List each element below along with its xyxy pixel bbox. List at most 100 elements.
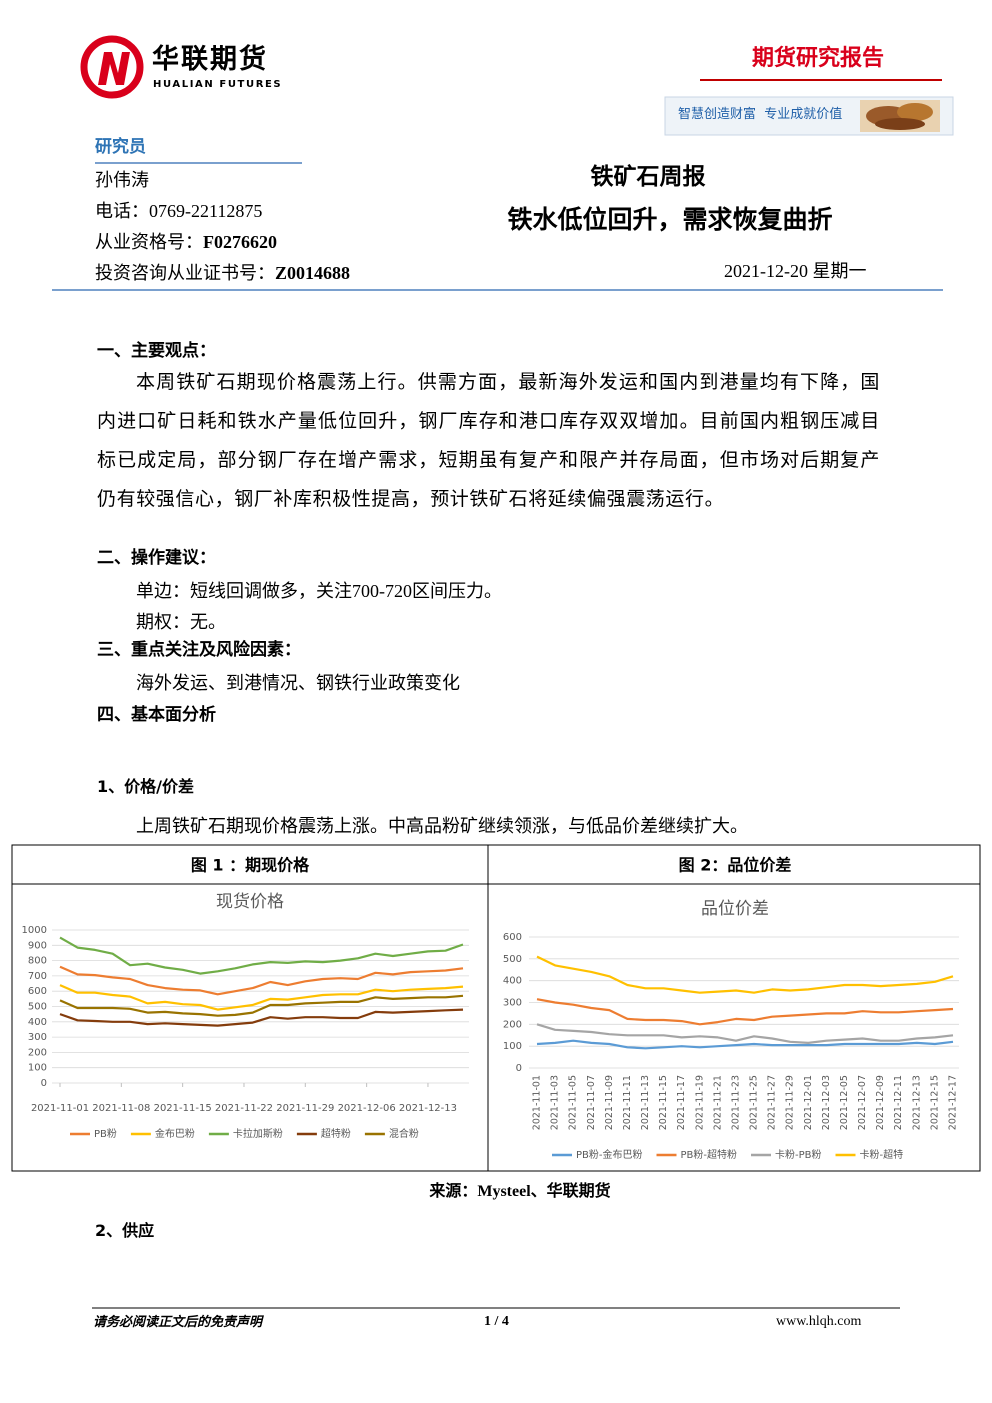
y-tick-label: 800 <box>28 956 47 967</box>
y-tick-label: 600 <box>28 986 47 997</box>
researcher-name: 孙伟涛 <box>95 170 149 190</box>
source: 来源：Mysteel、华联期货 <box>429 1183 611 1200</box>
y-tick-label: 900 <box>28 940 47 951</box>
series-line <box>59 965 464 996</box>
certificate-value: Z0014688 <box>275 263 351 283</box>
section-heading: 三、重点关注及风险因素： <box>97 640 301 660</box>
x-tick-label: 2021-12-13 <box>399 1103 457 1114</box>
y-tick-label: 1000 <box>22 925 47 936</box>
header-graphics <box>52 35 954 291</box>
y-tick-label: 500 <box>503 954 522 965</box>
series-line <box>536 1039 954 1050</box>
paragraph: 期权：无。 <box>136 612 226 632</box>
x-tick-label: 2021-11-22 <box>215 1103 273 1114</box>
x-tick-label: 2021-11-23 <box>730 1075 741 1130</box>
section-heading: 四、基本面分析 <box>97 705 216 725</box>
legend-label: PB粉-金布巴粉 <box>576 1148 643 1161</box>
y-tick-label: 400 <box>28 1017 47 1028</box>
y-tick-label: 0 <box>41 1078 47 1089</box>
series-line <box>59 984 464 1011</box>
y-tick-label: 400 <box>503 976 522 987</box>
y-tick-label: 300 <box>28 1032 47 1043</box>
x-tick-label: 2021-12-03 <box>821 1075 832 1130</box>
qualification-value: F0276620 <box>203 232 277 252</box>
x-tick-label: 2021-11-05 <box>568 1075 579 1130</box>
x-tick-label: 2021-12-06 <box>338 1103 396 1114</box>
website: www.hlqh.com <box>776 1314 862 1329</box>
x-tick-label: 2021-11-08 <box>92 1103 150 1114</box>
legend-label: 卡拉加斯粉 <box>233 1127 283 1140</box>
y-tick-label: 100 <box>503 1041 522 1052</box>
series-line <box>536 955 954 994</box>
x-tick-label: 2021-12-07 <box>857 1075 868 1130</box>
figure-caption: 图 2：品位价差 <box>679 856 792 875</box>
paragraph: 海外发运、到港情况、钢铁行业政策变化 <box>136 673 460 693</box>
x-tick-label: 2021-11-25 <box>749 1075 760 1130</box>
x-tick-label: 2021-11-17 <box>676 1075 687 1130</box>
figure-caption: 图 1 ：期现价格 <box>191 856 310 875</box>
legend-label: 卡粉-超特 <box>860 1148 904 1161</box>
paragraph: 上周铁矿石期现价格震荡上涨。中高品粉矿继续领涨，与低品价差继续扩大。 <box>136 816 748 836</box>
researcher-phone: 电话：0769-22112875 <box>95 201 263 221</box>
legend-label: PB粉 <box>94 1127 117 1140</box>
chart-title: 现货价格 <box>216 892 284 912</box>
series-line <box>536 1023 954 1044</box>
y-tick-label: 0 <box>516 1063 522 1074</box>
series-line <box>536 998 954 1026</box>
x-tick-label: 2021-11-07 <box>586 1075 597 1130</box>
qualification: 从业资格号：F0276620 <box>95 233 277 251</box>
legend-label: PB粉-超特粉 <box>681 1148 738 1161</box>
subsection-heading: 2、供应 <box>95 1221 155 1240</box>
subsection-heading: 1、价格/价差 <box>97 777 194 796</box>
legend-label: 混合粉 <box>389 1127 419 1140</box>
legend-label: 卡粉-PB粉 <box>775 1148 822 1161</box>
y-tick-label: 200 <box>28 1047 47 1058</box>
report-subtitle: 铁水低位回升，需求恢复曲折 <box>507 205 833 234</box>
series-line <box>59 1008 464 1027</box>
x-tick-label: 2021-12-01 <box>803 1075 814 1130</box>
report-title: 铁矿石周报 <box>590 164 706 190</box>
x-tick-label: 2021-11-29 <box>785 1075 796 1130</box>
report-type: 期货研究报告 <box>752 46 885 71</box>
chart-title: 品位价差 <box>701 899 769 919</box>
slogan: 智慧创造财富 专业成就价值 <box>678 107 843 122</box>
x-tick-label: 2021-12-13 <box>911 1075 922 1130</box>
footer-graphics <box>92 1307 900 1309</box>
x-tick-label: 2021-12-05 <box>839 1075 850 1130</box>
company-name-en: HUALIAN FUTURES <box>153 79 283 90</box>
x-tick-label: 2021-11-01 <box>532 1075 543 1130</box>
disclaimer: 请务必阅读正文后的免责声明 <box>93 1314 263 1329</box>
x-tick-label: 2021-11-09 <box>604 1075 615 1130</box>
y-tick-label: 100 <box>28 1063 47 1074</box>
certificate-label: 投资咨询从业证书号： <box>95 263 275 283</box>
series-line <box>59 936 464 975</box>
x-tick-label: 2021-11-29 <box>276 1103 334 1114</box>
logo-n <box>98 52 130 85</box>
y-tick-label: 500 <box>28 1002 47 1013</box>
x-tick-label: 2021-11-21 <box>712 1075 723 1130</box>
researcher-label: 研究员 <box>95 137 146 157</box>
y-tick-label: 300 <box>503 998 522 1009</box>
x-tick-label: 2021-11-13 <box>640 1075 651 1130</box>
legend-label: 超特粉 <box>321 1127 351 1140</box>
company-name: 华联期货 <box>152 44 268 75</box>
y-tick-label: 700 <box>28 971 47 982</box>
x-tick-label: 2021-11-11 <box>622 1075 633 1130</box>
section-heading: 二、操作建议： <box>97 548 216 568</box>
qualification-label: 从业资格号： <box>95 232 203 252</box>
y-tick-label: 200 <box>503 1019 522 1030</box>
y-tick-label: 600 <box>503 932 522 943</box>
report-date: 2021-12-20 星期一 <box>724 261 867 281</box>
x-tick-label: 2021-12-11 <box>893 1075 904 1130</box>
paragraph: 本周铁矿石期现价格震荡上行。供需方面，最新海外发运和国内到港量均有下降，国内进口… <box>97 372 880 510</box>
x-tick-label: 2021-12-17 <box>948 1075 959 1130</box>
x-tick-label: 2021-12-09 <box>875 1075 886 1130</box>
paragraph: 单边：短线回调做多，关注700-720区间压力。 <box>136 581 502 601</box>
series-line <box>59 994 464 1017</box>
page-number: 1 / 4 <box>484 1314 509 1329</box>
x-tick-label: 2021-11-27 <box>767 1075 778 1130</box>
x-tick-label: 2021-11-01 <box>31 1103 89 1114</box>
certificate: 投资咨询从业证书号：Z0014688 <box>95 264 350 282</box>
